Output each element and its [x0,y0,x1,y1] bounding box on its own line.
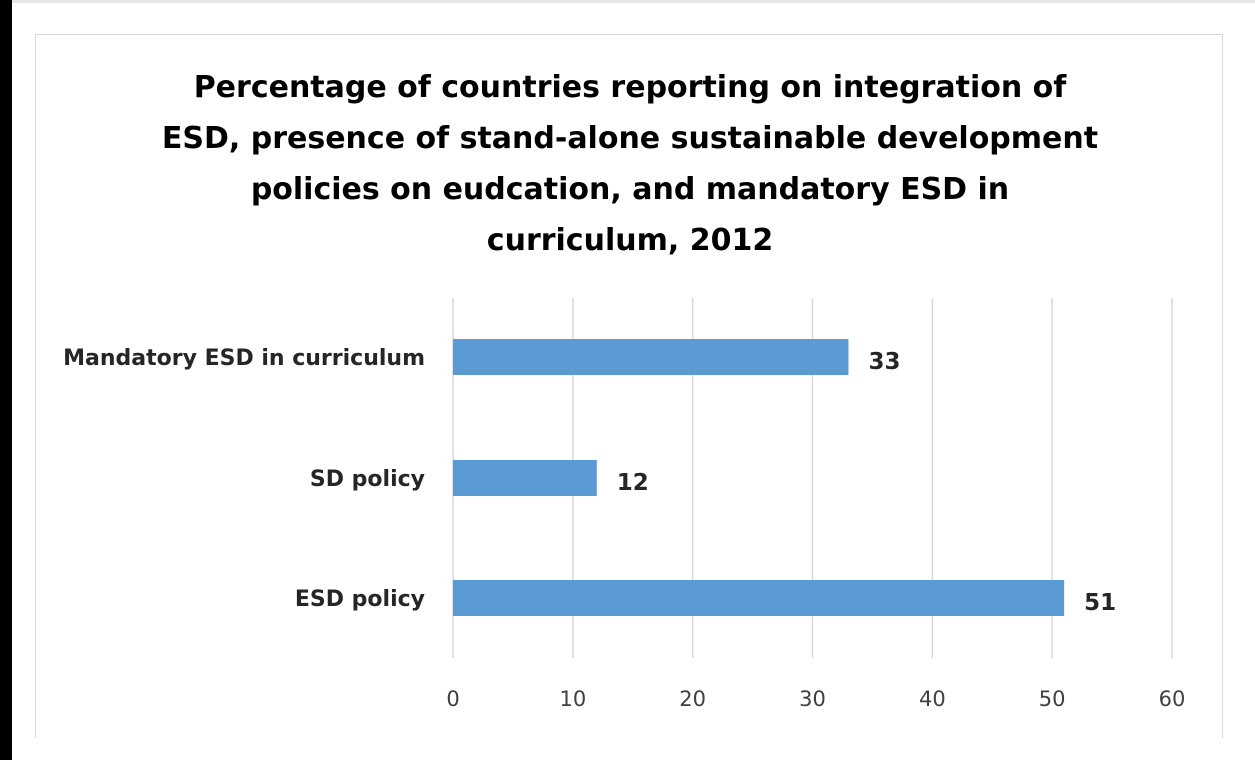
data-label-mandatory-esd-in-curriculum: 33 [868,349,900,375]
category-label-esd-policy: ESD policy [295,587,425,612]
left-border [0,0,12,760]
x-tick-label-10: 10 [559,687,586,711]
top-border [12,0,1255,3]
category-label-mandatory-esd-in-curriculum: Mandatory ESD in curriculum [63,346,425,371]
bar-sd-policy [453,460,597,496]
x-tick-label-20: 20 [679,687,706,711]
bar-mandatory-esd-in-curriculum [453,339,849,375]
x-tick-label-50: 50 [1039,687,1066,711]
category-label-sd-policy: SD policy [310,467,425,492]
bars [453,339,1065,616]
x-tick-label-60: 60 [1159,687,1186,711]
labels: 0 10 20 30 40 50 60 ESD policy 51 SD policy 12 Mand… [63,346,1185,711]
data-label-sd-policy: 12 [617,470,649,496]
x-tick-label-30: 30 [799,687,826,711]
data-label-esd-policy: 51 [1084,590,1116,616]
x-tick-label-40: 40 [919,687,946,711]
bar-esd-policy [453,580,1065,616]
chart-frame [35,34,1223,738]
chart-title: Percentage of countries reporting on int… [161,70,1099,258]
x-tick-label-0: 0 [446,687,459,711]
